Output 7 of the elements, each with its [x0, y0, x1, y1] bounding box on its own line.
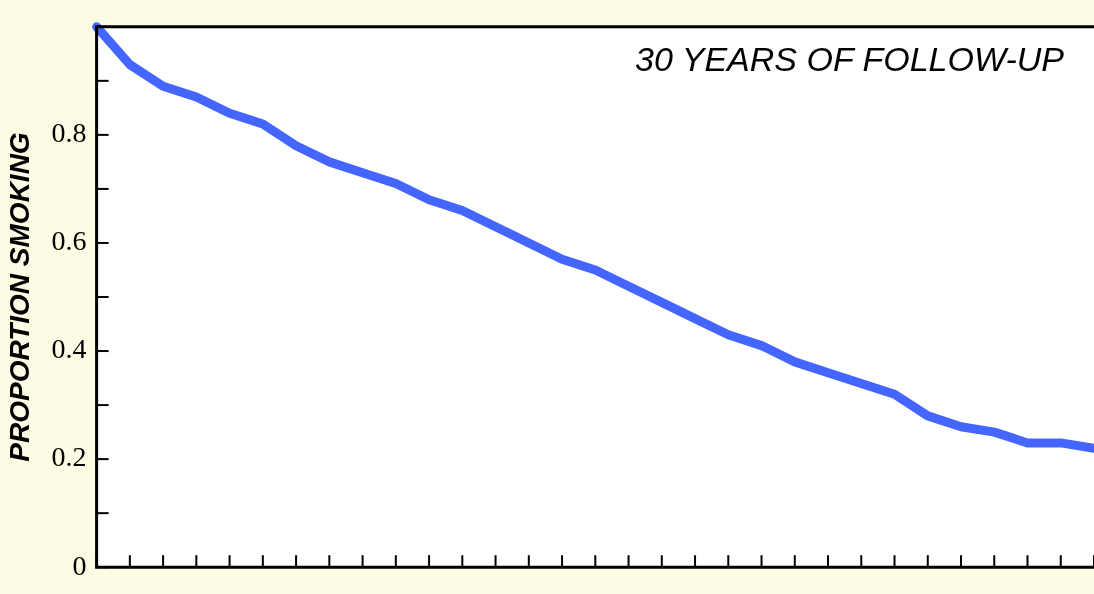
annotation: 30 YEARS OF FOLLOW-UP [635, 40, 1065, 79]
y-tick-label: 0.8 [51, 117, 87, 149]
y-tick-label: 0 [72, 549, 87, 581]
y-axis-title: PROPORTION SMOKING [3, 132, 35, 462]
y-tick-label: 0.4 [51, 333, 87, 365]
y-tick-label: 0.2 [51, 441, 87, 473]
y-tick-label: 0.6 [51, 225, 87, 257]
